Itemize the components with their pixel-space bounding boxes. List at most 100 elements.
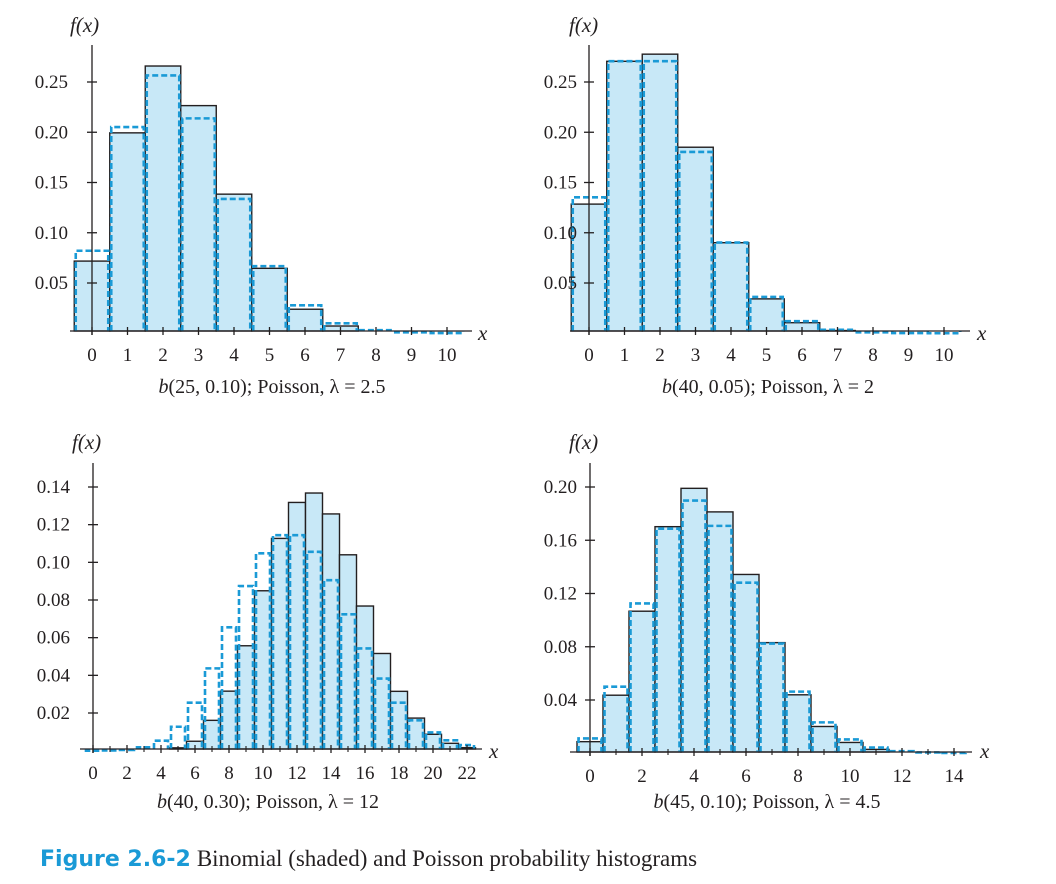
- binomial-bar-x3: [180, 104, 217, 332]
- figure-caption: Figure 2.6-2 Binomial (shaded) and Poisso…: [40, 846, 697, 872]
- y-tick-label-0.06: 0.06: [37, 628, 70, 649]
- poisson-bar-x5: [748, 295, 785, 331]
- poisson-bar-x7: [203, 667, 221, 749]
- poisson-bar-x18: [390, 701, 408, 749]
- panel-caption: b(45, 0.10); Poisson, λ = 4.5: [653, 791, 880, 813]
- x-tick-label-2: 2: [637, 766, 647, 787]
- poisson-bar-x6: [186, 701, 204, 749]
- x-tick-label-2: 2: [158, 345, 168, 366]
- poisson-bar-x11: [271, 533, 289, 749]
- poisson-bar-x4: [681, 499, 707, 752]
- x-tick-label-8: 8: [224, 763, 234, 784]
- x-axis-label: x: [488, 739, 499, 763]
- poisson-bar-x11: [863, 746, 889, 752]
- poisson-bar-x8: [855, 331, 891, 334]
- panel-caption-distribution: b: [158, 376, 168, 398]
- poisson-bar-x4: [216, 197, 252, 331]
- x-tick-label-14: 14: [945, 766, 965, 787]
- poisson-bar-x6: [784, 319, 820, 331]
- poisson-bar-x6: [733, 581, 759, 752]
- poisson-bar-x13: [305, 550, 323, 749]
- binomial-bar-x9: [810, 725, 838, 753]
- x-tick-label-4: 4: [156, 763, 166, 784]
- chart-panel-4: 0.04 0.08 0.12 0.16 0.20 0 2 4 6 8 10 12 14 f(x) x b(45…: [544, 430, 990, 813]
- x-tick-label-20: 20: [424, 763, 443, 784]
- panel-caption-params: (40, 0.30); Poisson, λ = 12: [167, 791, 379, 813]
- x-tick-label-0: 0: [584, 345, 594, 366]
- poisson-bar-x0: [84, 749, 102, 752]
- x-tick-label-4: 4: [726, 345, 736, 366]
- x-tick-label-18: 18: [390, 763, 409, 784]
- chart-panel-1: 0.05 0.10 0.15 0.20 0.25 0 1 2 3 4 5 6 7 8 9 10 f(x) x b(2…: [35, 13, 488, 398]
- poisson-bar-x9: [237, 584, 255, 749]
- poisson-bar-x1: [606, 59, 643, 331]
- figure-number: Figure 2.6-2: [40, 847, 191, 872]
- binomial-bars: [168, 492, 477, 750]
- y-tick-label-0.10: 0.10: [37, 552, 70, 573]
- y-axis-label: f(x): [569, 430, 598, 454]
- binomial-bar-x5: [748, 298, 785, 332]
- binomial-bar-x1: [606, 60, 643, 332]
- poisson-bar-x4: [152, 739, 170, 749]
- y-tick-label-0.15: 0.15: [35, 173, 68, 194]
- x-tick-label-1: 1: [620, 345, 630, 366]
- binomial-bar-x4: [712, 241, 750, 332]
- figure-caption-text: Binomial (shaded) and Poisson probabilit…: [196, 846, 698, 871]
- x-tick-label-5: 5: [265, 345, 275, 366]
- y-tick-label-0.08: 0.08: [37, 590, 70, 611]
- poisson-bar-x2: [629, 602, 655, 752]
- x-tick-label-6: 6: [300, 345, 310, 366]
- poisson-bar-x12: [288, 533, 306, 749]
- y-tick-label-0.02: 0.02: [37, 703, 70, 724]
- x-tick-label-16: 16: [356, 763, 375, 784]
- poisson-bar-x5: [251, 264, 288, 331]
- poisson-bar-x14: [322, 578, 340, 749]
- x-tick-label-8: 8: [371, 345, 381, 366]
- poisson-bar-x5: [707, 524, 733, 752]
- x-tick-label-2: 2: [655, 345, 665, 366]
- poisson-bar-x2: [642, 59, 678, 331]
- binomial-bar-x5: [251, 267, 288, 332]
- x-tick-label-22: 22: [458, 763, 477, 784]
- y-tick-label-0.10: 0.10: [544, 223, 577, 244]
- binomial-bar-x2: [641, 53, 679, 332]
- binomial-bar-x1: [109, 132, 146, 332]
- y-tick-label-0.20: 0.20: [544, 122, 577, 143]
- x-tick-label-0: 0: [585, 766, 595, 787]
- poisson-bar-x7: [759, 642, 785, 752]
- panel-caption-distribution: b: [157, 791, 167, 813]
- panel-caption-distribution: b: [653, 791, 663, 813]
- poisson-bar-x1: [101, 749, 119, 752]
- poisson-bar-x4: [713, 241, 749, 331]
- x-tick-label-8: 8: [868, 345, 878, 366]
- x-tick-label-0: 0: [87, 345, 97, 366]
- x-tick-label-1: 1: [123, 345, 133, 366]
- panel-caption-params: (25, 0.10); Poisson, λ = 2.5: [168, 376, 385, 398]
- binomial-bar-x7: [758, 641, 786, 753]
- x-tick-label-6: 6: [797, 345, 807, 366]
- poisson-bar-x10: [837, 738, 863, 752]
- x-axis-label: x: [979, 739, 990, 763]
- y-tick-label-0.05: 0.05: [35, 273, 68, 294]
- binomial-bar-x1: [602, 694, 630, 753]
- panel-caption-params: (40, 0.05); Poisson, λ = 2: [672, 376, 874, 398]
- x-tick-label-9: 9: [407, 345, 417, 366]
- y-tick-label-0.20: 0.20: [544, 477, 577, 498]
- y-tick-label-0.25: 0.25: [544, 72, 577, 93]
- poisson-bar-x16: [356, 647, 374, 749]
- binomial-bar-x4: [680, 487, 708, 753]
- poisson-bar-x15: [339, 613, 357, 749]
- poisson-bar-x9: [811, 721, 837, 752]
- x-tick-label-6: 6: [190, 763, 200, 784]
- poisson-bar-x7: [322, 322, 359, 331]
- x-tick-label-12: 12: [288, 763, 307, 784]
- poisson-outline: [84, 533, 476, 752]
- binomial-bars: [570, 53, 856, 332]
- x-tick-label-12: 12: [893, 766, 912, 787]
- x-tick-label-0: 0: [88, 763, 98, 784]
- panel-caption: b(40, 0.05); Poisson, λ = 2: [662, 376, 874, 398]
- panel-caption: b(40, 0.30); Poisson, λ = 12: [157, 791, 379, 813]
- x-tick-label-4: 4: [689, 766, 699, 787]
- x-axis-label: x: [976, 321, 987, 345]
